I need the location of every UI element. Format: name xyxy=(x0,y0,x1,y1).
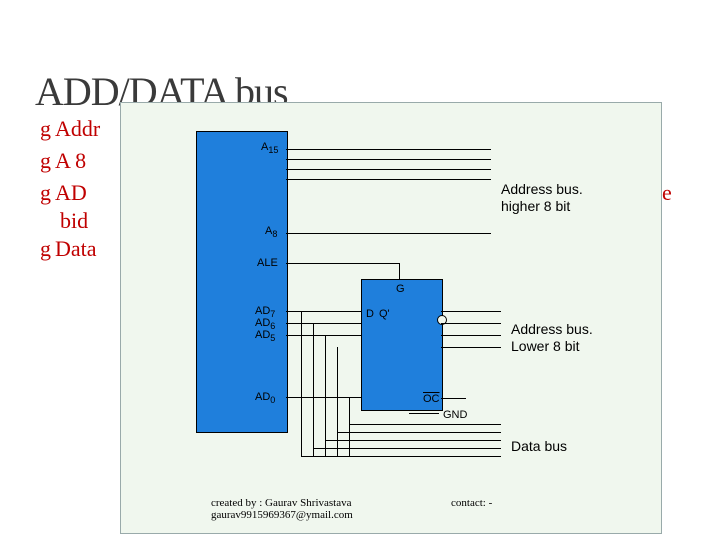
latch-g: G xyxy=(396,283,405,295)
line-ad5 xyxy=(286,335,361,336)
label-data-bus: Data bus xyxy=(511,438,567,455)
line-top-3 xyxy=(286,169,491,170)
line-gnd xyxy=(409,413,439,414)
pin-a15: A15 xyxy=(261,141,278,155)
data-h3 xyxy=(325,440,501,441)
label-addr-lo: Address bus. Lower 8 bit xyxy=(511,321,593,355)
bullet-bid: bid xyxy=(60,208,88,234)
data-h1 xyxy=(301,456,501,457)
footer-left: created by : Gaurav Shrivastava gaurav99… xyxy=(211,497,353,521)
line-latchout-2 xyxy=(441,323,501,324)
line-latchout-3 xyxy=(441,335,501,336)
bullet-addr: gAddr xyxy=(40,116,100,142)
latch-d: D xyxy=(366,308,374,320)
line-ale-v xyxy=(399,263,400,279)
data-v3 xyxy=(325,335,326,456)
stage: ADD/DATA bus gAddr gA 8 gAD bid gData e … xyxy=(0,0,720,540)
line-latchout-4 xyxy=(441,347,501,348)
line-top-4 xyxy=(286,179,491,180)
trailing-e: e xyxy=(662,180,672,206)
line-oc xyxy=(441,398,466,399)
pin-a8: A8 xyxy=(265,225,277,239)
pin-ad0: AD0 xyxy=(255,391,275,405)
bullet-a8: gA 8 xyxy=(40,148,86,174)
line-top-2 xyxy=(286,159,491,160)
line-ad6 xyxy=(286,323,361,324)
latch-gnd: GND xyxy=(443,409,467,421)
bullet-data: gData xyxy=(40,236,97,262)
line-top-1 xyxy=(286,149,491,150)
diagram-slide: A15 A8 ALE AD7 AD6 AD5 AD0 G D xyxy=(120,102,662,534)
cpu-block xyxy=(196,131,288,433)
line-ale-h xyxy=(286,263,399,264)
data-h4 xyxy=(337,432,501,433)
label-addr-hi: Address bus. higher 8 bit xyxy=(501,181,583,215)
bullet-ad: gAD xyxy=(40,180,87,206)
pin-ad5: AD5 xyxy=(255,329,275,343)
data-h2 xyxy=(313,448,501,449)
latch-block xyxy=(361,279,443,411)
data-h5 xyxy=(349,424,501,425)
data-v2 xyxy=(313,323,314,456)
latch-q: Q' xyxy=(379,308,390,320)
data-v1 xyxy=(301,311,302,456)
footer-right: contact: - xyxy=(451,497,492,509)
line-latchout-1 xyxy=(441,311,501,312)
pin-ale: ALE xyxy=(257,257,278,269)
line-ad7 xyxy=(286,311,361,312)
line-a8 xyxy=(286,233,491,234)
latch-oc: OC xyxy=(423,393,440,405)
